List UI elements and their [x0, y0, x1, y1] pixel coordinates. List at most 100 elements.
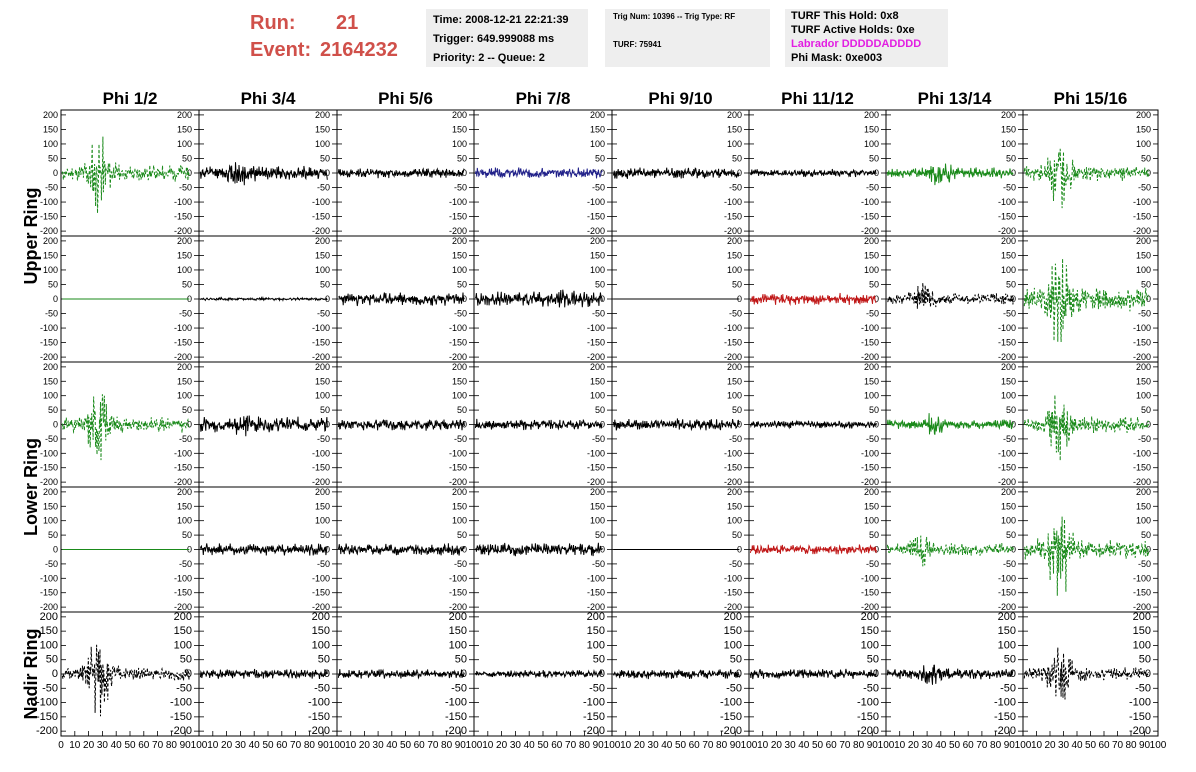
y-tick-label: 150 [1136, 124, 1151, 134]
y-tick-label: -50 [1138, 183, 1151, 193]
y-tick-label: 100 [590, 391, 605, 401]
y-tick-label: 200 [590, 236, 605, 246]
y-tick-label: -150 [1133, 338, 1151, 348]
y-tick-label: -100 [583, 697, 605, 709]
y-tick-label: -100 [1129, 697, 1151, 709]
x-tick-label: 100 [1015, 740, 1032, 751]
waveform-trace [749, 168, 877, 178]
y-tick-label: 100 [43, 516, 58, 526]
y-tick-label: -150 [174, 338, 192, 348]
y-tick-label: -100 [998, 323, 1016, 333]
y-tick-label: 100 [724, 639, 742, 651]
y-tick-label: 150 [727, 501, 742, 511]
y-tick-label: -150 [998, 212, 1016, 222]
y-tick-label: 50 [320, 530, 330, 540]
y-tick-label: 150 [449, 625, 467, 637]
y-tick-label: 50 [867, 654, 879, 666]
y-tick-label: -200 [174, 352, 192, 362]
y-tick-label: -100 [720, 697, 742, 709]
y-tick-label: 50 [182, 153, 192, 163]
x-tick-label: 100 [191, 740, 208, 751]
y-tick-label: -150 [857, 711, 879, 723]
y-tick-label: -50 [592, 434, 605, 444]
y-tick-label: -100 [449, 448, 467, 458]
y-tick-label: 50 [869, 279, 879, 289]
column-title: Phi 11/12 [781, 89, 854, 108]
y-tick-label: 150 [727, 124, 742, 134]
y-tick-label: -150 [449, 588, 467, 598]
y-tick-label: 150 [43, 376, 58, 386]
y-tick-label: 150 [452, 124, 467, 134]
y-tick-label: 100 [315, 516, 330, 526]
y-tick-label: -200 [998, 602, 1016, 612]
x-tick-label: 70 [427, 740, 439, 751]
waveform-trace [887, 282, 1014, 309]
y-tick-label: -150 [449, 338, 467, 348]
y-tick-label: 200 [1001, 110, 1016, 120]
y-tick-label: -150 [720, 711, 742, 723]
y-tick-label: -50 [729, 559, 742, 569]
y-tick-label: 150 [1001, 250, 1016, 260]
y-tick-label: 200 [590, 487, 605, 497]
y-tick-label: 100 [452, 391, 467, 401]
y-tick-label: -50 [729, 183, 742, 193]
y-tick-label: -200 [1133, 226, 1151, 236]
y-tick-label: -150 [1133, 463, 1151, 473]
y-tick-label: 50 [1141, 153, 1151, 163]
y-tick-label: -50 [45, 559, 58, 569]
y-tick-label: -200 [724, 352, 742, 362]
x-tick-label: 30 [373, 740, 385, 751]
y-tick-label: 0 [187, 294, 192, 304]
y-tick-label: -200 [40, 226, 58, 236]
y-tick-label: -200 [587, 602, 605, 612]
y-tick-label: -100 [174, 573, 192, 583]
waveform-trace [199, 543, 328, 556]
y-tick-label: 50 [1141, 405, 1151, 415]
y-tick-label: 0 [53, 545, 58, 555]
x-tick-label: 60 [826, 740, 838, 751]
y-tick-label: 50 [1006, 279, 1016, 289]
column-title: Phi 5/6 [378, 89, 433, 108]
y-tick-label: -100 [861, 448, 879, 458]
y-tick-label: 100 [315, 265, 330, 275]
x-tick-label: 50 [1085, 740, 1097, 751]
y-tick-label: 50 [593, 654, 605, 666]
y-tick-label: -50 [454, 183, 467, 193]
y-tick-label: -200 [998, 352, 1016, 362]
y-tick-label: 200 [43, 362, 58, 372]
y-tick-label: 150 [452, 376, 467, 386]
y-tick-label: 150 [1001, 376, 1016, 386]
y-tick-label: 100 [1001, 139, 1016, 149]
x-tick-label: 10 [757, 740, 769, 751]
waveform-trace [612, 418, 740, 432]
x-tick-label: 60 [414, 740, 426, 751]
y-tick-label: -150 [998, 338, 1016, 348]
x-tick-label: 20 [221, 740, 233, 751]
y-tick-label: 200 [315, 487, 330, 497]
x-tick-label: 20 [83, 740, 95, 751]
y-tick-label: -50 [1000, 682, 1016, 694]
y-tick-label: -150 [587, 212, 605, 222]
y-tick-label: 150 [724, 625, 742, 637]
y-tick-label: 200 [864, 110, 879, 120]
y-tick-label: 200 [861, 611, 879, 623]
waveform-trace [199, 415, 328, 437]
x-tick-label: 50 [949, 740, 961, 751]
y-tick-label: -100 [40, 448, 58, 458]
y-tick-label: -50 [863, 682, 879, 694]
waveform-trace [337, 418, 465, 431]
y-tick-label: 0 [325, 168, 330, 178]
y-tick-label: 200 [998, 611, 1016, 623]
y-tick-label: 100 [1136, 516, 1151, 526]
y-tick-label: -50 [1138, 434, 1151, 444]
y-tick-label: -100 [861, 323, 879, 333]
event-value: 2164232 [320, 39, 398, 61]
y-tick-label: 150 [864, 501, 879, 511]
y-tick-label: 150 [1136, 250, 1151, 260]
y-tick-label: 150 [587, 625, 605, 637]
y-tick-label: 100 [864, 139, 879, 149]
